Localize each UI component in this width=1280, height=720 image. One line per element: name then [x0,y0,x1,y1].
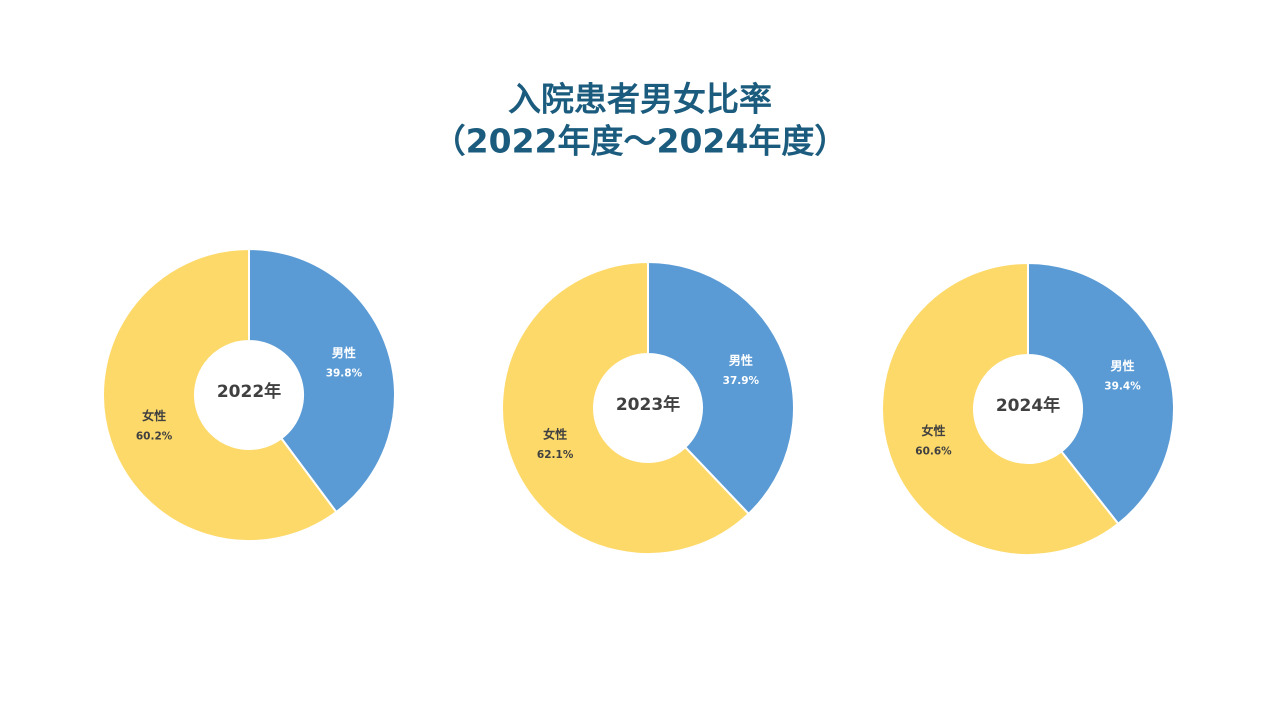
segment-label: 女性 [543,427,567,442]
segment-value: 62.1% [537,449,574,461]
donut-segment [102,247,338,542]
segment-label: 男性 [332,345,356,360]
donut-segment [248,247,396,514]
title-line: （2022年度～2024年度） [433,122,848,161]
donut-segment [881,261,1120,556]
donut-segment [501,260,751,555]
segment-label: 女性 [142,408,166,423]
donut-segment [647,260,795,516]
center-label: 2022年 [217,381,281,402]
title-line: 入院患者男女比率 [508,80,772,119]
segment-label: 女性 [921,423,945,438]
center-label: 2024年 [996,395,1060,416]
center-label: 2023年 [616,394,680,415]
segment-value: 39.8% [326,368,363,380]
donut-segment [1027,261,1175,526]
segment-label: 男性 [729,352,753,367]
segment-label: 男性 [1110,358,1134,373]
segment-value: 37.9% [723,375,760,387]
segment-value: 60.6% [915,446,952,458]
segment-value: 60.2% [136,430,173,442]
segment-value: 39.4% [1104,380,1141,392]
